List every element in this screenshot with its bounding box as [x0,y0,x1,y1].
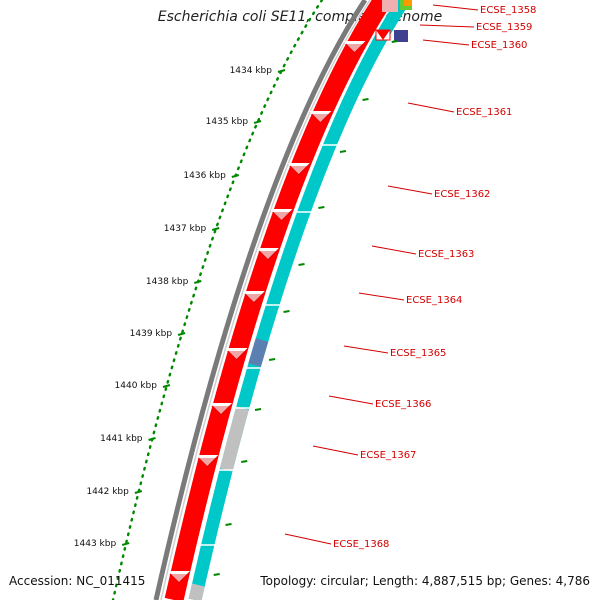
arrow-tip [197,458,218,468]
purple-feature [394,30,408,42]
grey-feature [188,583,205,600]
gene-label: ECSE_1364 [406,295,462,306]
gene-boundary [242,291,265,302]
backbone-edge [160,0,371,600]
gene-callout-line [387,185,433,195]
scale-tick [231,174,240,178]
gene-label: ECSE_1359 [476,22,532,33]
scale-label: 1435 kbp [206,117,249,127]
arrow-tip [271,212,292,222]
scale-tick [177,332,186,336]
gene-callout-line [328,395,374,405]
scale-label: 1437 kbp [164,224,207,234]
gene-callout-line [358,292,405,301]
gene-tick [225,523,232,526]
scale-label: 1441 kbp [100,434,143,444]
arrow-tip [288,166,309,176]
scale-label: 1434 kbp [230,66,273,76]
arrow-tip [169,574,190,584]
gene-tick [241,460,248,463]
grey-feature [219,406,249,472]
scale-label: 1438 kbp [146,277,189,287]
scale-tick [277,69,286,73]
gene-boundary [343,41,366,52]
scale-tick [162,384,171,388]
gene-boundary [196,455,219,466]
scale-tick [134,490,143,494]
scale-label: 1439 kbp [130,329,173,339]
forward-cds-track [164,0,391,600]
gene-callout-line [407,102,455,113]
gene-label: ECSE_1362 [434,189,490,200]
gene-callout-line [343,345,389,354]
orange-feature [404,0,412,6]
reverse-cds-track [188,0,410,600]
gene-callout-line [432,4,479,11]
scale-labels: 1434 kbp 1435 kbp 1436 kbp 1437 kbp 1438 kbp… [74,66,286,549]
arrow-tip [226,351,247,361]
arrow-tip [310,114,331,124]
arrow-tip [243,294,264,304]
scale-tick [148,437,156,441]
scale-label: 1440 kbp [115,381,158,391]
gene-boundary [256,248,279,259]
gene-label: ECSE_1368 [333,539,389,550]
gene-label: ECSE_1361 [456,107,512,118]
topology-text: Topology: circular; Length: 4,887,515 bp… [260,574,590,588]
scale-label: 1436 kbp [183,171,226,181]
gene-label: ECSE_1367 [360,450,416,461]
blue-feature [248,338,269,367]
gene-callout-line [312,445,359,456]
gene-tick [283,310,290,313]
backbone-line [153,0,368,600]
gene-callout-line [419,24,475,28]
gene-label: ECSE_1363 [418,249,474,260]
scale-tick [121,542,130,546]
gene-tick [318,206,325,209]
gene-tick [268,358,276,361]
scale-label: 1443 kbp [74,539,117,549]
gene-callout-line [371,245,417,255]
scale-label: 1442 kbp [86,487,129,497]
scale-tick [253,120,262,124]
gene-callout-line [284,533,332,545]
gene-tick [391,40,398,43]
scale-tick [211,227,220,231]
gene-label: ECSE_1365 [390,348,446,359]
accession-text: Accession: NC_011415 [9,574,146,588]
gene-boundary [168,571,191,582]
small-feature-arrow [376,30,390,40]
gene-labels: ECSE_1358 ECSE_1359 ECSE_1360 ECSE_1361 ECSE… [284,4,536,550]
arrow-tip [211,406,232,416]
gene-tick [362,98,369,101]
gene-boundary [225,348,248,359]
arrow-tip [344,44,365,54]
arrow-tip [257,251,278,261]
gene-label: ECSE_1360 [471,40,527,51]
gene-tick [254,408,262,411]
gene-label: ECSE_1358 [480,5,536,16]
scale-tick [194,280,202,284]
feature-tracks [111,0,412,600]
gene-callout-line [422,39,470,46]
pink-feature [382,0,398,12]
gene-boundary [287,163,310,174]
gene-boundary [309,111,332,122]
gene-label: ECSE_1366 [375,399,431,410]
scale-ring [111,0,324,600]
gene-boundary [270,209,293,220]
gene-tick [298,263,305,266]
gene-tick [339,150,347,153]
gene-boundary [210,403,233,414]
gene-tick [213,573,220,576]
